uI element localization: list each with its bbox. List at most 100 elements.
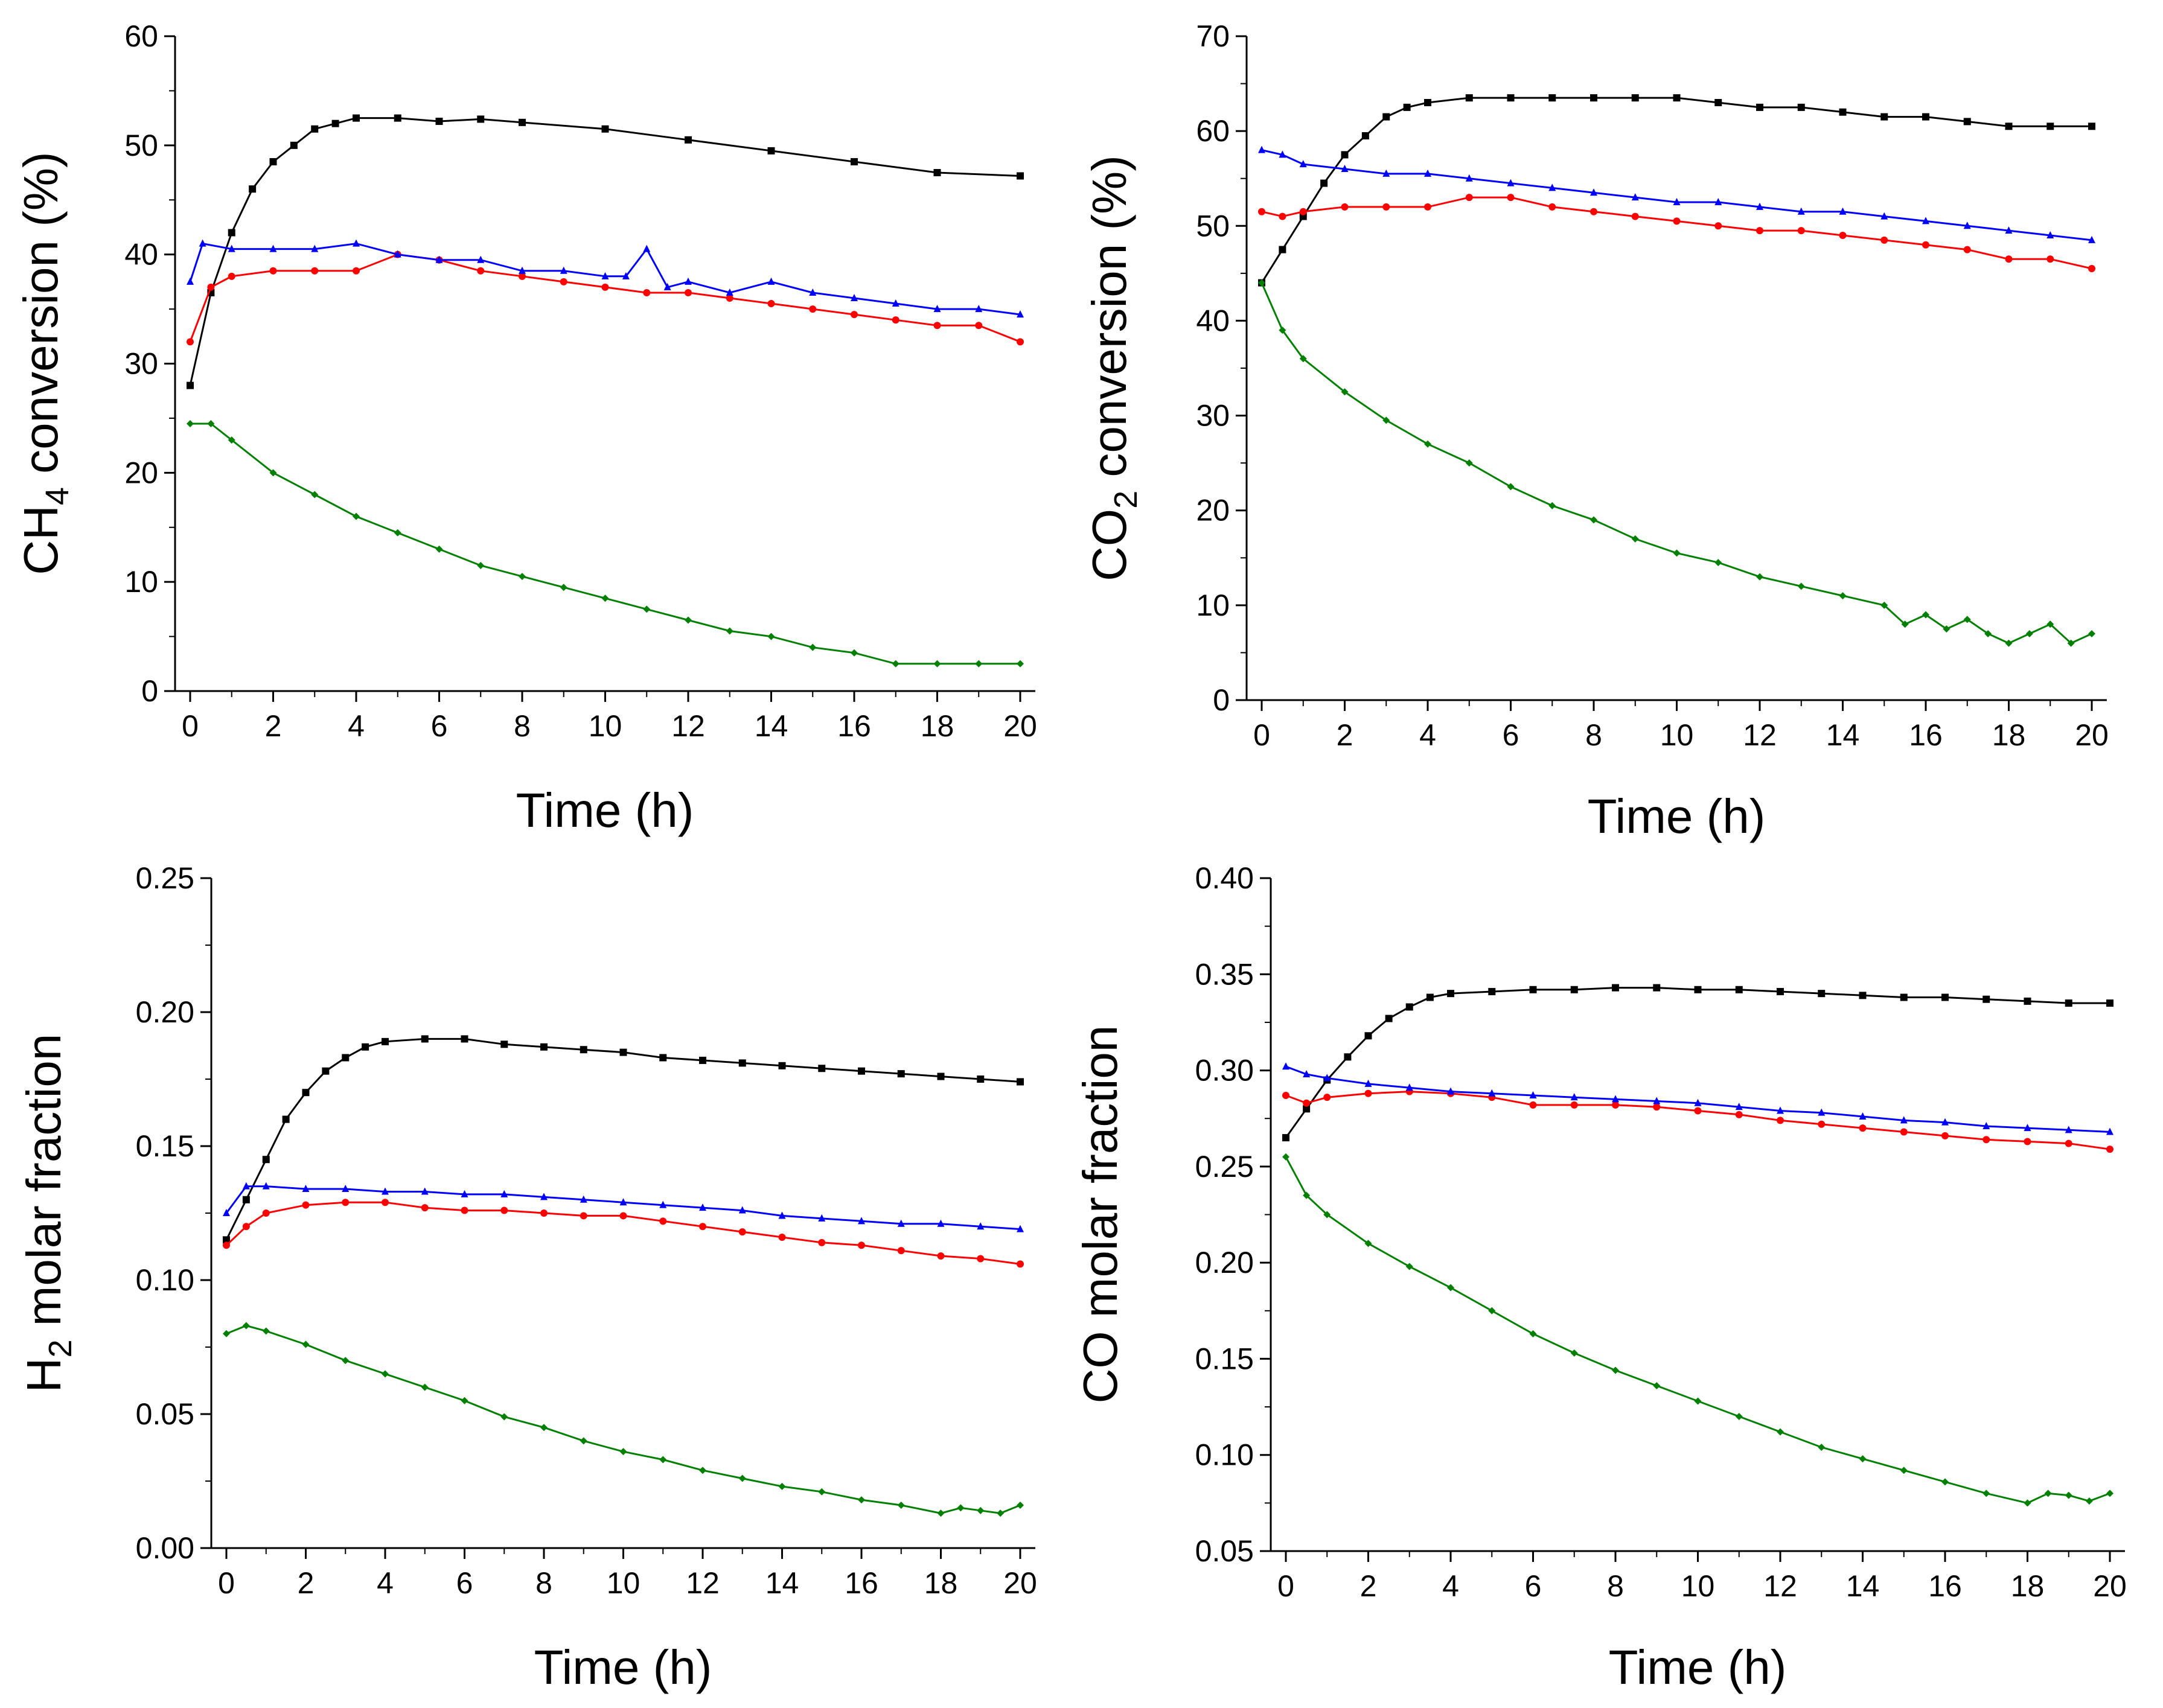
data-point-blue [809,288,817,296]
data-point-red [1982,1136,1990,1144]
data-point-green [1714,559,1722,567]
x-tick-label: 0 [218,1566,235,1600]
x-tick-label: 8 [1585,718,1602,752]
data-point-black [601,125,609,133]
data-point-red [619,1212,627,1220]
data-point-red [1529,1101,1537,1109]
data-point-red [1282,1091,1289,1099]
x-axis-title: Time (h) [1588,789,1766,843]
series-line-red [225,1201,1021,1265]
data-point-red [858,1241,865,1249]
y-tick-label: 0.20 [1195,1246,1254,1279]
data-point-blue [1405,1083,1413,1091]
data-point-blue [2106,1127,2113,1135]
data-point-red [767,300,775,308]
data-point-blue [1777,1106,1784,1114]
data-point-blue [1488,1089,1496,1097]
data-point-green [1507,483,1515,491]
data-point-green [1880,601,1888,609]
data-point-blue [540,1193,548,1200]
y-tick-label: 60 [1196,114,1230,148]
x-tick-label: 14 [1826,718,1860,752]
data-point-black [1017,172,1024,180]
data-point-black [1282,1134,1289,1142]
data-point-green [302,1340,310,1348]
data-point-blue [1382,169,1390,177]
data-point-green [1017,660,1024,668]
series-line-blue [189,242,1021,316]
data-point-red [975,322,983,330]
data-point-black [1385,1015,1393,1022]
data-point-red [2088,265,2095,272]
data-point-red [1507,194,1515,202]
data-point-black [540,1043,548,1051]
data-point-blue [1859,1112,1867,1120]
data-point-red [685,288,692,296]
data-point-red [1590,208,1597,215]
data-point-red [2024,1138,2031,1146]
ticks: 0 2 4 6 8 10 12 14 16 18 20 0.00 0.05 0.10 0.15 0.20 0.2… [136,861,1037,1600]
data-point-green [738,1474,746,1482]
data-point-green [207,419,215,427]
series-line-green [1260,282,2092,645]
data-point-green [977,1506,985,1514]
data-point-green [519,573,526,581]
data-point-blue [1465,174,1473,182]
data-point-black [2106,999,2113,1007]
data-point-green [560,584,567,591]
series-line-blue [1261,149,2092,241]
y-tick-label: 0.15 [1195,1342,1254,1375]
y-tick-label: 30 [1196,399,1230,433]
data-point-green [2065,1491,2072,1499]
data-point-black [290,141,298,149]
data-point-blue [643,244,651,252]
x-tick-label: 12 [1763,1569,1797,1603]
data-point-black [223,1236,230,1244]
data-point-blue [858,1217,865,1225]
ticks: 0 2 4 6 8 10 12 14 16 18 20 0 10 20 30 40 50 60 [124,19,1037,743]
data-point-black [977,1075,985,1083]
series-line-black [1260,97,2092,284]
data-point-black [1880,113,1888,121]
data-point-green [353,512,360,520]
data-point-green [892,660,899,668]
data-point-red [580,1212,587,1220]
y-tick-label: 30 [124,347,158,381]
data-point-green [1963,616,1971,623]
data-point-red [1694,1107,1702,1115]
data-point-red [659,1217,667,1225]
data-point-red [500,1206,508,1214]
x-tick-label: 8 [535,1566,552,1600]
series-line-black [225,1037,1021,1241]
data-point-blue [223,1209,230,1216]
data-point-blue [1982,1121,1990,1129]
x-tick-label: 2 [265,709,282,743]
data-point-black [461,1035,468,1043]
data-point-red [187,338,194,346]
data-point-black [421,1035,429,1043]
data-point-blue [580,1195,587,1203]
data-point-red [699,1223,706,1231]
data-point-black [1303,1105,1311,1113]
data-point-red [1548,203,1556,211]
data-point-red [892,316,899,324]
data-point-green [997,1509,1005,1517]
data-point-red [643,288,651,296]
data-point-green [851,649,858,657]
data-point-green [937,1509,945,1517]
data-point-green [659,1456,667,1464]
data-point-blue [2046,231,2054,238]
data-point-green [435,545,443,553]
data-point-green [1982,1490,1990,1497]
data-point-red [1341,203,1349,211]
y-axis-title: H2 molar fraction [17,1034,78,1393]
data-point-red [738,1228,746,1236]
x-tick-label: 2 [298,1566,315,1600]
data-point-red [2005,255,2013,263]
data-point-blue [933,305,941,313]
x-tick-label: 18 [1992,718,2026,752]
x-tick-label: 20 [1003,709,1037,743]
data-point-blue [311,244,319,252]
data-point-blue [1694,1098,1702,1106]
data-point-red [421,1204,429,1212]
